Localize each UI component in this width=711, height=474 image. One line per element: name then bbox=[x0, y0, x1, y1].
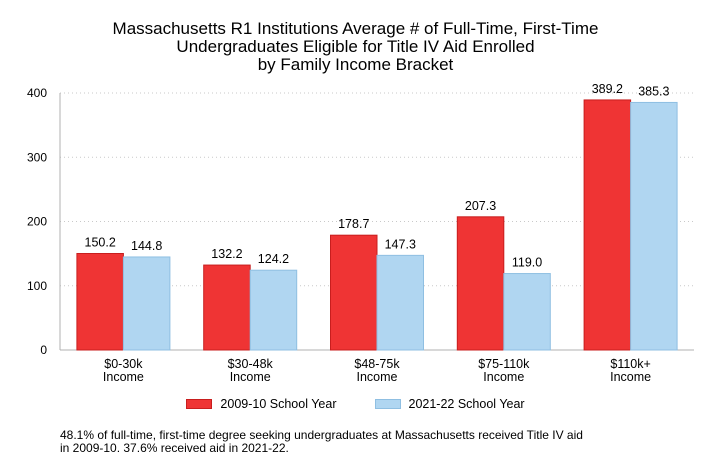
data-label: 178.7 bbox=[338, 217, 369, 231]
bar bbox=[249, 269, 298, 351]
x-tick-label: $48-75k bbox=[354, 357, 400, 371]
chart-title: Massachusetts R1 Institutions Average # … bbox=[0, 20, 711, 74]
x-tick-label: Income bbox=[103, 370, 144, 384]
bar bbox=[630, 101, 678, 351]
footnote-line: 48.1% of full-time, first-time degree se… bbox=[60, 428, 583, 442]
y-tick-label: 300 bbox=[27, 150, 47, 164]
data-label: 207.3 bbox=[465, 199, 496, 213]
x-tick-label: $75-110k bbox=[478, 357, 530, 371]
bar bbox=[583, 99, 632, 351]
data-label: 124.2 bbox=[258, 252, 289, 266]
y-tick-label: 400 bbox=[27, 86, 47, 100]
bar bbox=[376, 254, 424, 351]
data-label: 147.3 bbox=[385, 237, 416, 251]
legend: 2009-10 School Year 2021-22 School Year bbox=[0, 397, 711, 411]
data-label: 389.2 bbox=[592, 82, 623, 96]
legend-swatch-blue bbox=[374, 399, 401, 409]
x-tick-label: Income bbox=[610, 370, 651, 384]
bar bbox=[503, 273, 551, 351]
x-tick-label: $30-48k bbox=[228, 357, 274, 371]
bar bbox=[456, 216, 505, 351]
data-label: 132.2 bbox=[211, 247, 242, 261]
bar bbox=[122, 256, 171, 351]
chart-title-line: Massachusetts R1 Institutions Average # … bbox=[112, 19, 599, 38]
y-tick-label: 0 bbox=[40, 343, 47, 357]
x-tick-label: Income bbox=[357, 370, 398, 384]
footnote-line: in 2009-10. 37.6% received aid in 2021-2… bbox=[60, 441, 289, 455]
chart-title-line: Undergraduates Eligible for Title IV Aid… bbox=[176, 37, 535, 56]
x-tick-label: $110k+ bbox=[610, 357, 650, 371]
x-tick-label: Income bbox=[230, 370, 271, 384]
y-tick-label: 200 bbox=[27, 215, 47, 229]
bar bbox=[203, 264, 251, 351]
chart-title-line: by Family Income Bracket bbox=[257, 55, 454, 74]
data-label: 150.2 bbox=[85, 235, 116, 249]
legend-swatch-red bbox=[186, 399, 213, 409]
data-label: 144.8 bbox=[131, 239, 162, 253]
footnote: 48.1% of full-time, first-time degree se… bbox=[60, 429, 680, 455]
legend-label: 2009-10 School Year bbox=[220, 397, 337, 411]
data-label: 119.0 bbox=[512, 256, 542, 270]
y-tick-label: 100 bbox=[27, 279, 47, 293]
x-tick-label: Income bbox=[483, 370, 524, 384]
x-tick-label: $0-30k bbox=[104, 357, 143, 371]
bar bbox=[76, 252, 124, 351]
legend-item-2009-10: 2009-10 School Year bbox=[186, 397, 337, 411]
legend-item-2021-22: 2021-22 School Year bbox=[374, 397, 525, 411]
bar bbox=[330, 234, 378, 351]
legend-label: 2021-22 School Year bbox=[408, 397, 525, 411]
data-label: 385.3 bbox=[638, 84, 669, 98]
